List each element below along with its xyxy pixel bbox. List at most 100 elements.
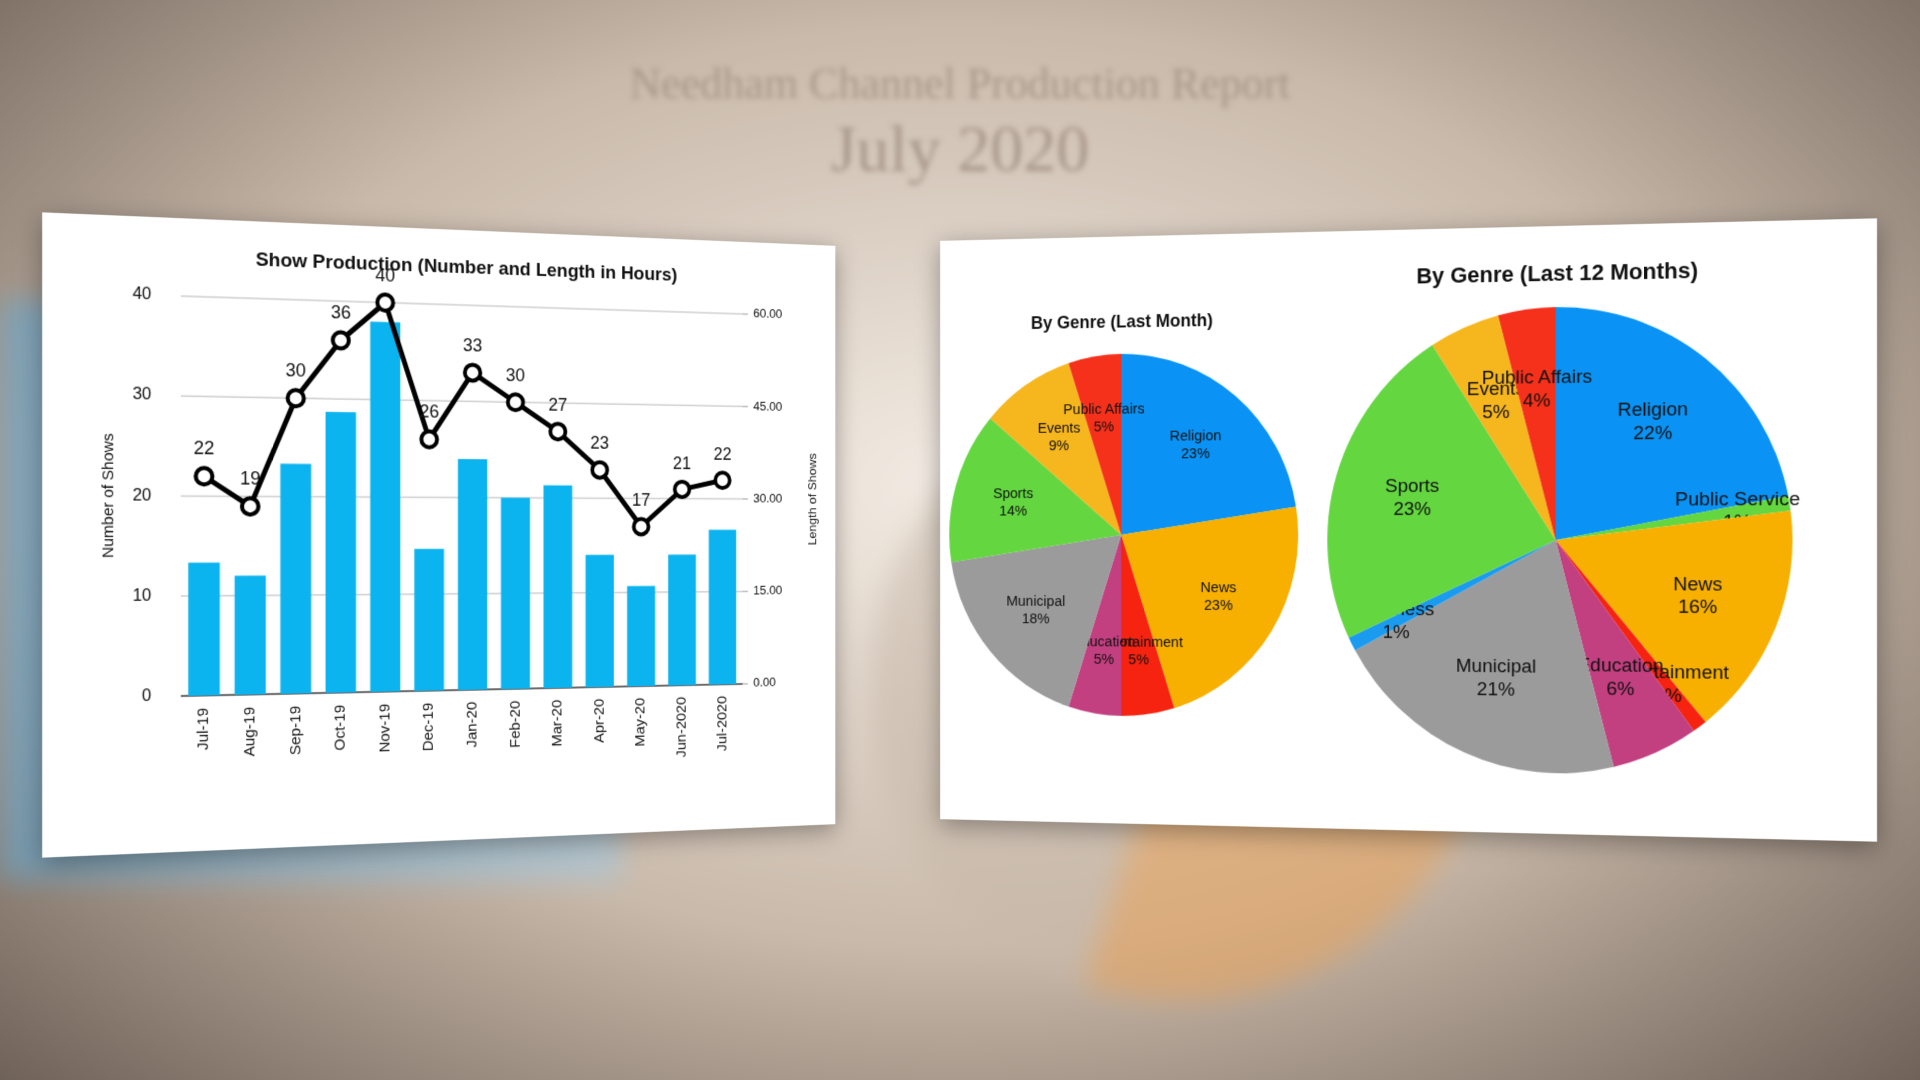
bar — [544, 485, 573, 688]
x-tick-label: Feb-20 — [507, 701, 523, 749]
data-label: 40 — [375, 264, 395, 286]
line-marker — [550, 424, 565, 440]
bar — [326, 412, 356, 693]
bar — [188, 563, 220, 696]
x-tick-label: Nov-19 — [376, 704, 393, 753]
x-tick-label: Apr-20 — [591, 699, 607, 744]
y-tick-label: 40 — [133, 285, 152, 304]
data-label: 22 — [194, 437, 215, 459]
y-axis-label: Number of Shows — [99, 433, 117, 559]
slice-label: Municipal — [1456, 654, 1536, 677]
line-marker — [333, 332, 349, 349]
bar — [414, 549, 444, 691]
slice-value-label: 5% — [1482, 401, 1509, 423]
slice-label: Public Service — [1675, 487, 1800, 509]
x-tick-label: Jan-20 — [464, 702, 480, 748]
slice-label: Events — [1038, 420, 1081, 436]
report-title: Needham Channel Production Report — [0, 58, 1920, 109]
line-marker — [465, 364, 480, 380]
grid-line — [181, 396, 743, 406]
slice-value-label: 6% — [1606, 677, 1634, 699]
bar — [586, 555, 614, 687]
data-label: 27 — [548, 394, 567, 415]
slice-value-label: 21% — [1477, 677, 1515, 699]
slice-value-label: 14% — [999, 504, 1027, 520]
data-label: 19 — [240, 467, 261, 488]
x-tick-label: Sep-19 — [287, 706, 304, 756]
line-marker — [508, 394, 523, 410]
bar — [370, 322, 400, 692]
bar — [235, 576, 266, 695]
x-tick-label: Jun-2020 — [674, 697, 689, 758]
data-label: 36 — [331, 301, 351, 323]
data-label: 23 — [590, 432, 609, 453]
line-marker — [288, 390, 304, 407]
data-label: 30 — [506, 364, 525, 385]
data-label: 22 — [713, 444, 731, 464]
line-marker — [634, 519, 649, 535]
slice-value-label: 23% — [1181, 446, 1210, 462]
y-tick-label: 10 — [133, 586, 152, 605]
x-tick-label: Aug-19 — [241, 707, 258, 757]
bar — [501, 498, 530, 689]
y2-axis-label: Length of Shows — [806, 453, 819, 546]
y-tick-label: 20 — [133, 486, 152, 505]
bar — [280, 464, 311, 694]
bar — [627, 586, 655, 686]
slice-label: Education — [1577, 653, 1663, 676]
line-marker — [242, 498, 258, 515]
slice-value-label: 5% — [1128, 652, 1149, 668]
slice-value-label: 16% — [1678, 595, 1717, 617]
panel-pies: By Genre (Last Month) Religion 23% News 23% E… — [940, 218, 1877, 841]
slice-value-label: 5% — [1094, 419, 1114, 435]
bar — [668, 555, 696, 686]
grid-line — [181, 296, 743, 314]
bar — [709, 530, 736, 685]
slice-label: Religion — [1618, 398, 1688, 421]
y-tick-label: 30 — [133, 385, 152, 404]
x-tick-label: Jul-2020 — [715, 696, 730, 752]
line-marker — [675, 482, 690, 498]
panel-combo: Show Production (Number and Length in Ho… — [42, 212, 835, 857]
slice-value-label: 4% — [1523, 389, 1551, 411]
slice-label: Public Affairs — [1482, 365, 1592, 388]
combo-chart: Show Production (Number and Length in Ho… — [42, 212, 835, 857]
slice-value-label: 18% — [1022, 611, 1050, 627]
line-marker — [421, 431, 437, 447]
slice-value-label: 23% — [1393, 497, 1431, 519]
data-label: 21 — [673, 452, 691, 472]
slice-value-label: 5% — [1094, 652, 1114, 668]
x-tick-label: May-20 — [633, 698, 648, 747]
x-tick-label: Oct-19 — [332, 705, 349, 751]
data-label: 26 — [419, 401, 439, 422]
slice-value-label: 1% — [1383, 620, 1410, 642]
y2-tick-label: 30.00 — [753, 491, 782, 505]
slice-label: Municipal — [1006, 594, 1065, 610]
page: Needham Channel Production Report July 2… — [0, 0, 1920, 1080]
x-tick-label: Mar-20 — [549, 700, 565, 747]
chart-title: By Genre (Last Month) — [1031, 310, 1213, 333]
x-tick-label: Dec-19 — [421, 703, 437, 752]
line-marker — [592, 462, 607, 478]
data-label: 17 — [632, 489, 650, 509]
slice-value-label: 23% — [1204, 598, 1233, 614]
chart-title: By Genre (Last 12 Months) — [1416, 258, 1698, 289]
x-tick-label: Jul-19 — [195, 708, 212, 751]
report-subtitle: July 2020 — [0, 112, 1920, 188]
chart-title: Show Production (Number and Length in Ho… — [256, 249, 678, 285]
bar — [458, 459, 487, 690]
y-tick-label: 0 — [142, 687, 151, 706]
slice-label: Sports — [993, 486, 1033, 502]
data-label: 33 — [463, 334, 482, 355]
slice-label: News — [1200, 580, 1236, 596]
slice-label: Religion — [1170, 428, 1222, 445]
y2-tick-label: 60.00 — [753, 306, 782, 321]
data-label: 30 — [286, 359, 306, 381]
slice-value-label: 9% — [1049, 438, 1069, 454]
line-marker — [377, 294, 393, 311]
slice-label: Sports — [1385, 474, 1439, 496]
pie-charts: By Genre (Last Month)Religion23%News23%E… — [940, 218, 1877, 841]
y2-tick-label: 15.00 — [753, 583, 782, 597]
slice-label: Public Affairs — [1063, 401, 1144, 418]
slice-label: News — [1673, 572, 1722, 594]
